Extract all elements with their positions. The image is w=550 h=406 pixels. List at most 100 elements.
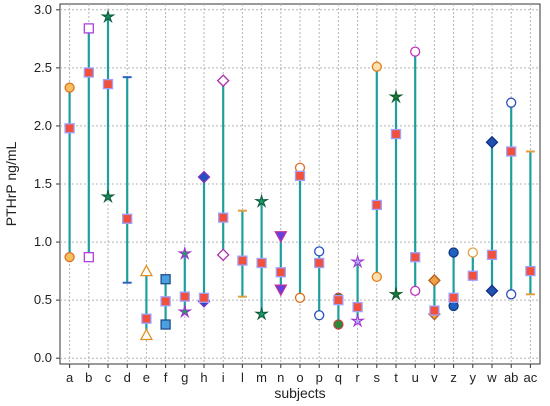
min-point — [333, 319, 344, 330]
x-tick-label: z — [450, 370, 457, 385]
x-tick-label: c — [105, 370, 112, 385]
min-point — [388, 286, 404, 301]
x-tick-label: m — [256, 370, 267, 385]
x-tick-label: n — [277, 370, 284, 385]
x-tick-label: v — [431, 370, 438, 385]
x-axis: a b c d e f g h i l m n o p q r s t u v z y w ab ac — [66, 364, 538, 385]
min-point — [100, 188, 116, 204]
mean-point — [64, 123, 75, 134]
y-axis: 0.0 0.5 1.0 1.5 2.0 2.5 3.0 — [34, 2, 60, 365]
min-point — [485, 284, 499, 298]
markers — [64, 8, 536, 341]
min-point — [314, 310, 325, 321]
mean-point — [141, 313, 152, 324]
x-tick-label: i — [222, 370, 225, 385]
min-point — [64, 252, 75, 263]
max-point — [467, 247, 478, 258]
max-point — [485, 135, 499, 149]
x-tick-label: g — [181, 370, 188, 385]
min-point — [350, 313, 366, 328]
max-point — [371, 61, 382, 72]
x-tick-label: h — [200, 370, 207, 385]
axis-titles: subjects PTHrP ng/mL — [3, 142, 326, 401]
x-tick-label: l — [241, 370, 244, 385]
mean-point — [525, 265, 536, 277]
y-tick-label: 1.5 — [34, 176, 52, 191]
min-point — [254, 306, 270, 321]
mean-point — [218, 212, 229, 223]
max-point — [388, 88, 404, 104]
max-point — [139, 264, 153, 277]
max-point — [100, 8, 116, 24]
x-tick-label: ab — [504, 370, 518, 385]
min-point — [294, 292, 306, 303]
x-tick-label: f — [164, 370, 168, 385]
mean-point — [429, 305, 440, 316]
y-tick-label: 0.0 — [34, 350, 52, 365]
mean-point — [506, 146, 517, 157]
x-tick-label: b — [85, 370, 92, 385]
max-point — [448, 247, 459, 258]
y-tick-label: 3.0 — [34, 2, 52, 17]
mean-point — [294, 170, 306, 182]
y-axis-title: PTHrP ng/mL — [3, 142, 19, 227]
mean-point — [102, 78, 114, 90]
y-tick-label: 2.0 — [34, 118, 52, 133]
x-tick-label: o — [296, 370, 303, 385]
min-point — [216, 248, 230, 262]
max-point — [197, 170, 211, 184]
mean-point — [256, 257, 267, 269]
x-tick-label: u — [412, 370, 419, 385]
x-tick-label: d — [124, 370, 131, 385]
min-point — [177, 303, 193, 319]
mean-point — [314, 257, 325, 269]
mean-point — [179, 291, 190, 302]
max-point — [216, 74, 230, 88]
x-axis-title: subjects — [274, 385, 325, 401]
max-point — [83, 23, 94, 34]
y-tick-label: 1.0 — [34, 234, 52, 249]
min-point — [410, 285, 421, 296]
mean-point — [198, 292, 210, 303]
min-point — [160, 319, 171, 330]
x-tick-label: ac — [524, 370, 538, 385]
mean-point — [448, 292, 459, 303]
mean-point — [83, 67, 94, 78]
mean-point — [352, 301, 363, 313]
min-point — [83, 252, 94, 263]
max-point — [314, 246, 325, 257]
x-tick-label: y — [470, 370, 477, 385]
mean-point — [237, 255, 248, 266]
x-tick-label: a — [66, 370, 74, 385]
max-point — [427, 273, 441, 287]
mean-point — [275, 267, 286, 278]
min-point — [274, 284, 288, 297]
x-tick-label: t — [394, 370, 398, 385]
x-tick-label: s — [374, 370, 381, 385]
max-point — [350, 253, 366, 269]
mean-point — [410, 252, 421, 263]
mean-point — [160, 296, 171, 307]
x-tick-label: q — [335, 370, 342, 385]
min-point — [506, 289, 517, 300]
max-point — [160, 274, 171, 285]
max-point — [410, 46, 421, 57]
max-point — [274, 231, 288, 244]
max-point — [64, 82, 75, 93]
mean-point — [333, 294, 344, 306]
max-point — [506, 97, 517, 108]
mean-point — [371, 199, 382, 211]
mean-point — [122, 213, 133, 224]
max-point — [254, 193, 270, 208]
max-point — [177, 245, 193, 261]
mean-point — [390, 128, 402, 140]
min-point — [371, 271, 382, 283]
x-tick-label: e — [143, 370, 150, 385]
x-tick-label: p — [316, 370, 323, 385]
range-lines — [68, 16, 532, 335]
y-tick-label: 2.5 — [34, 60, 52, 75]
mean-point — [486, 249, 498, 260]
mean-point — [467, 270, 478, 281]
x-tick-label: r — [355, 370, 360, 385]
y-tick-label: 0.5 — [34, 292, 52, 307]
